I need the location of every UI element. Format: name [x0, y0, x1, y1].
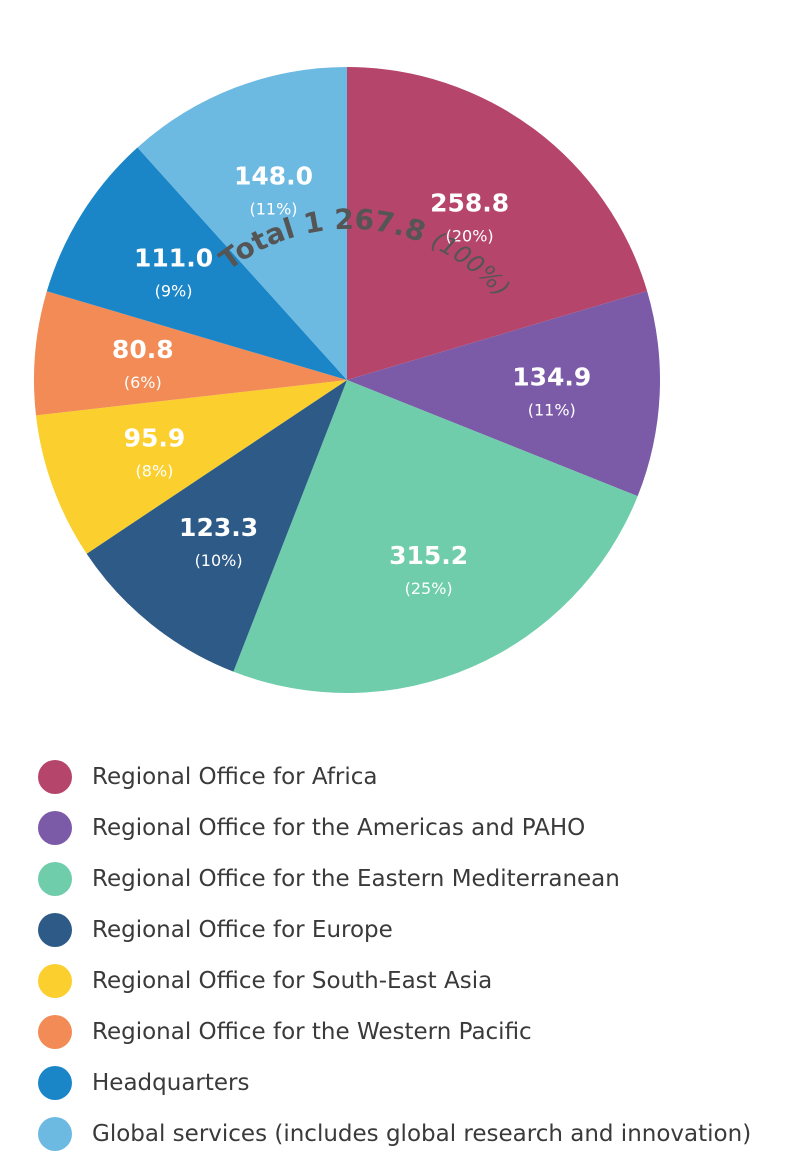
slice-value-label: 111.0 [134, 244, 213, 273]
legend-label-europe: Regional Office for Europe [92, 917, 393, 944]
legend-label-western-pacific: Regional Office for the Western Pacific [92, 1018, 532, 1045]
legend-label-headquarters: Headquarters [92, 1069, 250, 1096]
slice-percent-label: (8%) [136, 461, 174, 480]
legend-item-global-services: Global services (includes global researc… [38, 1108, 751, 1159]
legend-swatch-eastern-mediterranean [38, 862, 72, 897]
pie-slice [36, 380, 347, 554]
legend-swatch-europe [38, 913, 72, 948]
legend-label-africa: Regional Office for Africa [92, 764, 378, 791]
legend-item-headquarters: Headquarters [38, 1057, 751, 1108]
slice-value-label: 315.2 [389, 541, 468, 570]
slice-percent-label: (10%) [195, 551, 243, 570]
legend-label-americas: Regional Office for the Americas and PAH… [92, 815, 586, 842]
pie-slice [347, 67, 648, 380]
slice-value-label: 123.3 [179, 513, 258, 542]
slice-percent-label: (11%) [249, 200, 297, 219]
pie-chart: 258.8 (20%) 134.9 (11%) 315.2 (25%) 123.3 (10%)… [33, 67, 660, 693]
slice-value-label: 95.9 [124, 423, 186, 452]
slice-percent-label: (20%) [446, 227, 494, 246]
slice-value-label: 148.0 [234, 162, 313, 191]
legend-item-americas: Regional Office for the Americas and PAH… [38, 803, 751, 854]
slice-value-label: 80.8 [112, 335, 174, 364]
slice-value-label: 134.9 [512, 362, 591, 391]
pie-slice [137, 67, 347, 380]
legend-swatch-americas [38, 811, 72, 846]
legend-label-south-east-asia: Regional Office for South-East Asia [92, 968, 493, 994]
pie-slices [33, 67, 660, 693]
pie-slice [347, 291, 660, 497]
legend-item-africa: Regional Office for Africa [38, 752, 751, 803]
legend-swatch-headquarters [38, 1065, 72, 1100]
slice-percent-label: (9%) [155, 282, 193, 301]
pie-slice [233, 380, 638, 693]
pie-slice [86, 380, 347, 672]
pie-slice [33, 291, 347, 416]
legend-label-eastern-mediterranean: Regional Office for the Eastern Mediterr… [92, 866, 620, 893]
legend-item-europe: Regional Office for Europe [38, 905, 751, 956]
legend-swatch-africa [38, 760, 72, 795]
legend-item-western-pacific: Regional Office for the Western Pacific [38, 1006, 751, 1057]
legend-swatch-global-services [38, 1116, 72, 1151]
pie-slice [46, 147, 347, 380]
slice-percent-label: (11%) [528, 400, 576, 419]
legend-item-south-east-asia: Regional Office for South-East Asia [38, 956, 751, 1007]
slice-value-label: 258.8 [430, 189, 509, 218]
legend-label-global-services: Global services (includes global researc… [92, 1120, 752, 1147]
legend-swatch-western-pacific [38, 1014, 72, 1049]
slice-percent-label: (6%) [124, 373, 162, 392]
pie-slice-labels: 258.8 (20%) 134.9 (11%) 315.2 (25%) 123.3 (10%)… [112, 162, 591, 598]
slice-percent-label: (25%) [405, 579, 453, 598]
chart-legend: Regional Office for Africa Regional Offi… [38, 752, 751, 1159]
legend-item-eastern-mediterranean: Regional Office for the Eastern Mediterr… [38, 854, 751, 905]
legend-swatch-south-east-asia [38, 964, 72, 998]
